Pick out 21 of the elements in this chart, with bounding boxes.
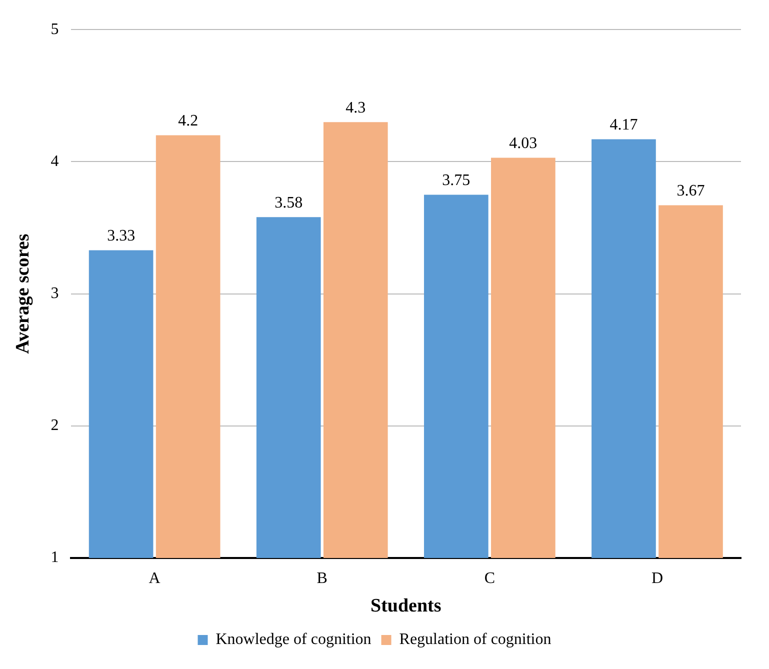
data-label: 4.03 [509, 134, 538, 152]
x-tick-label: C [484, 570, 496, 587]
y-tick-label: 2 [50, 417, 59, 434]
legend-label: Knowledge of cognition [216, 631, 372, 648]
data-label: 4.2 [178, 112, 198, 130]
y-axis-title: Average scores [12, 234, 34, 354]
data-label: 4.3 [346, 99, 366, 116]
data-label: 4.17 [610, 116, 638, 134]
y-tick-label: 1 [50, 549, 59, 566]
y-tick-label: 3 [50, 285, 59, 302]
x-tick-label: A [148, 570, 161, 587]
x-tick-label: D [651, 570, 664, 587]
x-axis-title: Students [370, 596, 442, 617]
data-label: 3.67 [676, 182, 705, 200]
data-label: 3.58 [274, 194, 303, 212]
y-tick-label: 4 [50, 152, 59, 170]
x-tick-label: B [316, 570, 328, 587]
y-tick-label: 5 [50, 20, 59, 38]
legend-label: Regulation of cognition [399, 631, 552, 648]
data-label: 3.33 [107, 227, 136, 244]
data-label: 3.75 [442, 172, 470, 189]
